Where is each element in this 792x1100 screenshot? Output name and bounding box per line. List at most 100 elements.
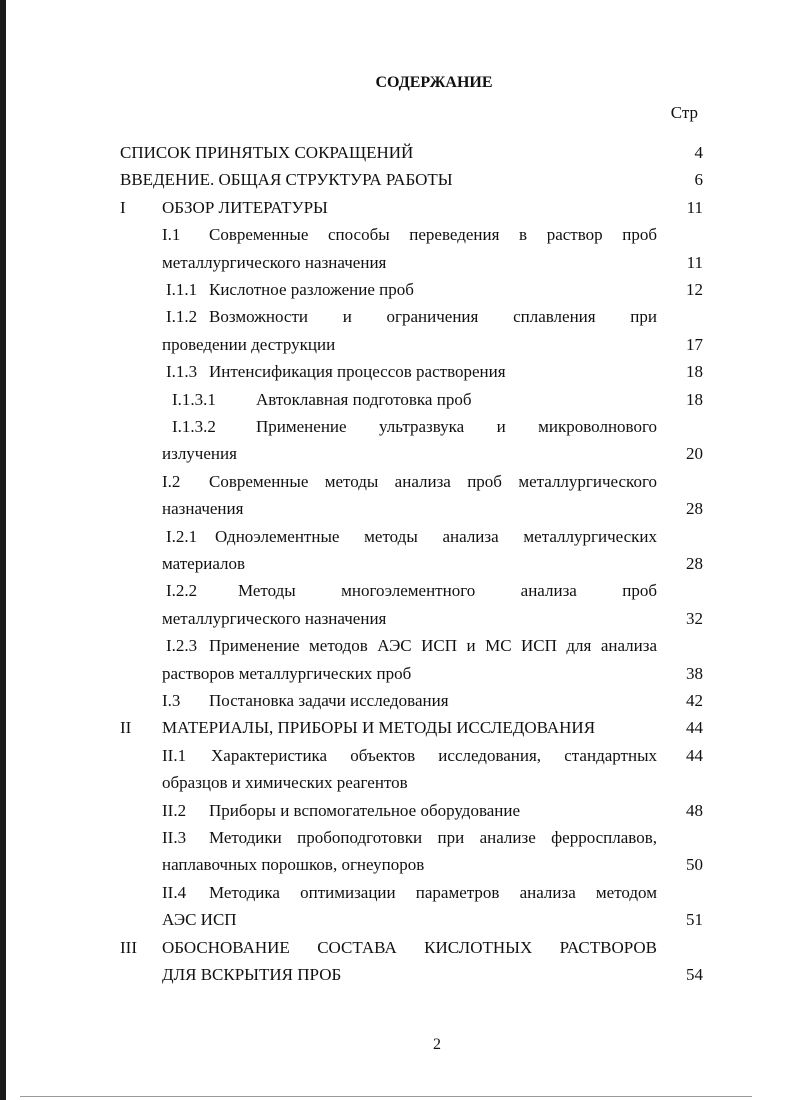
toc-entry-page: 44 [686, 745, 703, 765]
toc-entry: I.2.3 Применение методов АЭС ИСП и МС ИСП… [0, 632, 792, 659]
toc-entry: II.3 Методики пробоподготовки при анализе… [0, 824, 792, 851]
toc-entry: I.2.1 Одноэлементные методы анализа метал… [0, 523, 792, 550]
toc-entry-number: I [120, 197, 126, 217]
toc-entry: проведении деструкции 17 [0, 331, 792, 358]
toc-entry-title: материалов [162, 554, 246, 573]
toc-entry-title: Приборы и вспомогательное оборудование [209, 800, 521, 820]
toc-entry-number: I.2.3 [166, 636, 198, 656]
toc-entry-number: I.1.3.2 [172, 417, 216, 436]
toc-entry-page: 48 [686, 800, 703, 820]
toc-entry-page: 28 [686, 499, 703, 519]
toc-entry: I.1.3.1 Автоклавная подготовка проб 18 [0, 386, 792, 413]
toc-entry-title: ОБЗОР ЛИТЕРАТУРЫ [162, 197, 328, 217]
toc-entry: I.1.1 Кислотное разложение проб 12 [0, 276, 792, 303]
toc-entry-title: металлургического назначения [162, 608, 387, 628]
toc-entry-page: 18 [686, 389, 703, 409]
toc-entry-page: 32 [686, 608, 703, 628]
toc-entry-number: I.1.3.1 [172, 389, 216, 409]
toc-entry: II МАТЕРИАЛЫ, ПРИБОРЫ И МЕТОДЫ ИССЛЕДОВАН… [0, 714, 792, 741]
toc-entry-title: Методы многоэлементного анализа проб [238, 581, 657, 601]
toc-entry-title: излучения [162, 444, 237, 464]
toc-entry: СПИСОК ПРИНЯТЫХ СОКРАЩЕНИЙ 4 [0, 139, 792, 166]
toc-entry-page: 12 [686, 280, 703, 299]
toc-entry: металлургического назначения 32 [0, 605, 792, 632]
toc-entry-title: растворов металлургических проб [162, 663, 412, 683]
toc-entry-title: Современные методы анализа проб металлур… [209, 471, 657, 491]
toc-entry-page: 28 [686, 554, 703, 573]
toc-entry-title: металлургического назначения [162, 252, 387, 272]
toc-entry-title: образцов и химических реагентов [162, 773, 408, 793]
toc-entry-title: назначения [162, 499, 244, 519]
page-number: 2 [433, 1036, 441, 1053]
toc-entry: I.1.3.2 Применение ультразвука и микровол… [0, 413, 792, 440]
toc-entry-title: Современные способы переведения в раство… [209, 225, 657, 245]
toc-entry-page: 50 [686, 855, 703, 875]
toc-entry: ВВЕДЕНИЕ. ОБЩАЯ СТРУКТУРА РАБОТЫ 6 [0, 166, 792, 193]
toc-entry: I.1.2 Возможности и ограничения сплавлени… [0, 303, 792, 330]
toc-entry-title: Методика оптимизации параметров анализа … [209, 882, 657, 902]
toc-entry: I ОБЗОР ЛИТЕРАТУРЫ 11 [0, 194, 792, 221]
toc-entry: назначения 28 [0, 495, 792, 522]
toc-entry-title: наплавочных порошков, огнеупоров [162, 855, 425, 875]
toc-entry: II.2 Приборы и вспомогательное оборудован… [0, 797, 792, 824]
toc-entry-number: I.1.1 [166, 280, 198, 299]
toc-entry-page: 18 [686, 362, 703, 382]
toc-entry-number: I.2.2 [166, 581, 198, 601]
toc-entry-page: 54 [686, 965, 703, 984]
toc-entry-title: Возможности и ограничения сплавления при [209, 307, 657, 327]
toc-entry-number: I.1 [162, 225, 181, 245]
toc-entry-title: СПИСОК ПРИНЯТЫХ СОКРАЩЕНИЙ [120, 143, 414, 162]
page-column-label: Стр [670, 103, 698, 122]
scan-left-edge [0, 0, 6, 1100]
toc-entry-page: 4 [694, 143, 704, 162]
toc-entry-title: Характеристика объектов исследования, ст… [211, 745, 657, 765]
toc-entry-page: 17 [686, 334, 703, 354]
toc-entry: I.3 Постановка задачи исследования 42 [0, 687, 792, 714]
toc-entry-title: ДЛЯ ВСКРЫТИЯ ПРОБ [162, 965, 342, 984]
toc-entry-page: 11 [686, 252, 703, 272]
toc-entry-page: 44 [686, 718, 703, 738]
toc-entry: II.1 Характеристика объектов исследования… [0, 742, 792, 769]
toc-entry-page: 42 [686, 691, 703, 710]
toc-entry: материалов 28 [0, 550, 792, 577]
toc-entry-number: I.3 [162, 691, 181, 710]
toc-entry-title: Автоклавная подготовка проб [256, 389, 472, 409]
toc-entry: растворов металлургических проб 38 [0, 660, 792, 687]
toc-entry: I.1 Современные способы переведения в рас… [0, 221, 792, 248]
toc-entry-title: Одноэлементные методы анализа металлурги… [215, 526, 657, 546]
toc-entry: I.2 Современные методы анализа проб метал… [0, 468, 792, 495]
toc-entry-title: Интенсификация процессов растворения [209, 362, 506, 382]
toc-entry-number: I.1.3 [166, 362, 198, 382]
toc-entry-title: Постановка задачи исследования [209, 691, 449, 710]
toc-entry-title: ОБОСНОВАНИЕ СОСТАВА КИСЛОТНЫХ РАСТВОРОВ [162, 937, 657, 957]
toc-entry-number: II.3 [162, 828, 187, 847]
toc-entry-title: ВВЕДЕНИЕ. ОБЩАЯ СТРУКТУРА РАБОТЫ [120, 170, 453, 190]
toc-entry-page: 20 [686, 444, 703, 464]
toc-entry-title: МАТЕРИАЛЫ, ПРИБОРЫ И МЕТОДЫ ИССЛЕДОВАНИЯ [162, 718, 596, 738]
toc-entry-title: проведении деструкции [162, 334, 336, 354]
toc-entry-title: Применение ультразвука и микроволнового [256, 417, 657, 436]
scan-bottom-edge [20, 1096, 752, 1097]
toc-entry-number: I.2.1 [166, 526, 198, 546]
toc-entry: металлургического назначения 11 [0, 249, 792, 276]
toc-entry: I.1.3 Интенсификация процессов растворени… [0, 358, 792, 385]
toc-entry-title: АЭС ИСП [162, 910, 237, 930]
toc-entry-title: Применение методов АЭС ИСП и МС ИСП для … [209, 636, 657, 656]
toc-entry-page: 51 [686, 910, 703, 930]
toc-entry-page: 38 [686, 663, 703, 683]
toc-entry-title: Кислотное разложение проб [209, 280, 414, 299]
toc-entry-number: I.1.2 [166, 307, 198, 327]
toc-entry-page: 11 [686, 197, 703, 217]
toc-entry-number: II [120, 718, 132, 738]
toc-entry: АЭС ИСП 51 [0, 906, 792, 933]
toc-entry-page: 6 [694, 170, 704, 190]
toc-entry: излучения 20 [0, 440, 792, 467]
toc-entry-number: II.2 [162, 800, 187, 820]
toc-entry-number: I.2 [162, 471, 181, 491]
toc-entry: II.4 Методика оптимизации параметров анал… [0, 879, 792, 906]
toc-entry-title: Методики пробоподготовки при анализе фер… [209, 828, 657, 847]
toc-entry: I.2.2 Методы многоэлементного анализа про… [0, 577, 792, 604]
toc-entry: образцов и химических реагентов [0, 769, 792, 796]
toc-entry-number: III [120, 937, 137, 957]
toc-entry-number: II.4 [162, 882, 187, 902]
